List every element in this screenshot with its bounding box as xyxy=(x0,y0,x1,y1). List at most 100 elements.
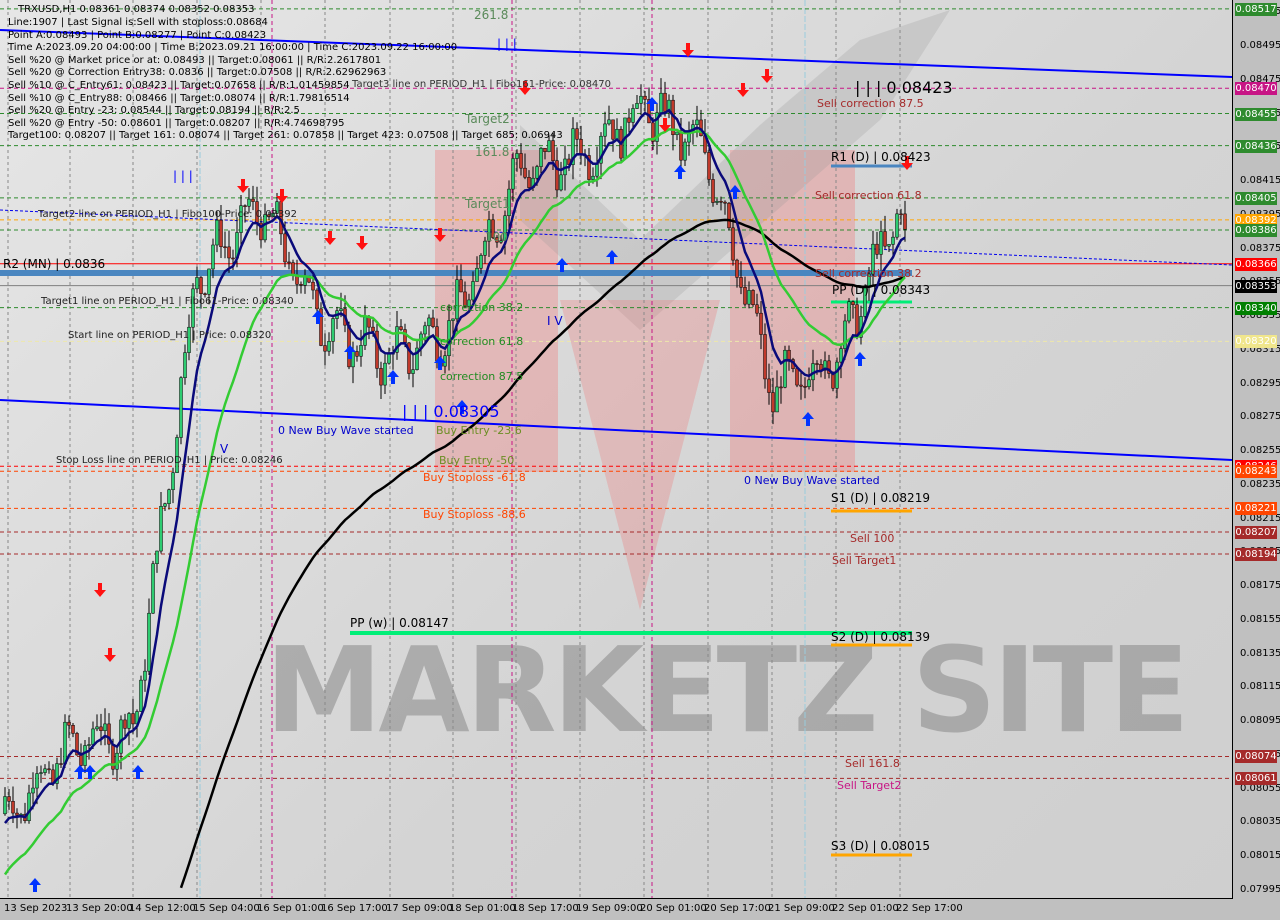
candle xyxy=(479,255,483,269)
candle xyxy=(495,237,499,243)
sell-161-label: Sell 161.8 xyxy=(845,757,900,770)
sell-arrow-icon xyxy=(434,228,446,242)
signal-info-line: Sell %20 @ Market price or at: 0.08493 |… xyxy=(8,54,382,66)
candle xyxy=(843,320,847,349)
buy-arrow-icon xyxy=(132,765,144,779)
chart-plot-area[interactable]: MARKETZ SITE TRXUSD,H1 0.08361 0.08374 0… xyxy=(0,0,1233,899)
correction-61-label: correction 61.8 xyxy=(440,335,524,348)
price-tick-label: 0.08155 xyxy=(1240,613,1280,625)
candle xyxy=(175,437,179,473)
candle xyxy=(363,316,367,346)
candle xyxy=(767,378,771,393)
price-tick-label: 0.08375 xyxy=(1240,242,1280,254)
candle xyxy=(375,330,379,369)
candle xyxy=(559,174,563,191)
candle xyxy=(143,670,147,681)
sell-target2-label: Sell Target2 xyxy=(837,779,902,792)
candle xyxy=(615,128,619,140)
candle xyxy=(215,219,219,246)
candle xyxy=(287,261,291,264)
candle xyxy=(35,773,39,789)
buy-arrow-icon xyxy=(729,185,741,199)
candle xyxy=(651,122,655,142)
candle xyxy=(611,119,615,140)
candle xyxy=(739,277,743,288)
candle xyxy=(75,733,79,756)
candle xyxy=(407,342,411,374)
price-tick-label: 0.08135 xyxy=(1240,647,1280,659)
buy-arrow-icon xyxy=(84,765,96,779)
time-tick-label: 22 Sep 01:00 xyxy=(832,903,899,914)
candle xyxy=(39,772,43,774)
time-tick-label: 21 Sep 09:00 xyxy=(768,903,835,914)
time-tick-label: 22 Sep 17:00 xyxy=(896,903,963,914)
signal-info-line: Target100: 0.08207 || Target 161: 0.0807… xyxy=(8,130,563,142)
candle xyxy=(223,246,227,249)
signal-info-line: Sell %20 @ Correction Entry38: 0.0836 ||… xyxy=(8,67,387,79)
candle xyxy=(903,213,907,230)
candle xyxy=(723,201,727,204)
candle xyxy=(431,317,435,327)
buy-arrow-icon xyxy=(674,165,686,179)
price-tick-label: 0.08175 xyxy=(1240,580,1280,591)
candle xyxy=(631,108,635,123)
candle xyxy=(191,288,195,328)
candle xyxy=(319,308,323,346)
candle xyxy=(63,721,67,765)
fib-161-label: 161.8 xyxy=(475,145,510,159)
wave-iv-label: I V xyxy=(547,314,563,328)
price-tick-label: 0.08295 xyxy=(1240,377,1280,389)
buy-arrow-icon xyxy=(312,310,324,324)
price-chart xyxy=(0,0,1232,898)
candle xyxy=(103,723,107,731)
watermark-logo: MARKETZ SITE xyxy=(265,621,1190,759)
sell-arrow-icon xyxy=(104,648,116,662)
candle xyxy=(199,277,203,294)
candle xyxy=(359,345,363,357)
candle xyxy=(871,243,875,275)
candle xyxy=(211,244,215,270)
candle xyxy=(67,721,71,726)
sell-arrow-icon xyxy=(356,236,368,250)
candle xyxy=(259,222,263,241)
candle xyxy=(15,812,19,816)
candle xyxy=(855,304,859,338)
candle xyxy=(139,679,143,712)
candle xyxy=(891,236,895,245)
candle xyxy=(403,329,407,344)
signal-info-line: Line:1907 | Last Signal is:Sell with sto… xyxy=(8,17,268,28)
sell-arrow-icon xyxy=(901,156,913,170)
candle xyxy=(27,792,31,821)
candle xyxy=(743,287,747,305)
candle xyxy=(643,95,647,100)
price-tick-label: 0.08335 xyxy=(1240,310,1280,321)
s1-label: S1 (D) | 0.08219 xyxy=(831,491,930,505)
price-tag: 0.08455 xyxy=(1235,107,1277,121)
price-tag: 0.08353 xyxy=(1235,279,1277,293)
new-buy-wave-label: 0 New Buy Wave started xyxy=(278,424,414,437)
candle xyxy=(179,377,183,438)
fast-moving-average xyxy=(4,108,906,824)
candle xyxy=(147,612,151,672)
candle xyxy=(151,563,155,614)
candle xyxy=(331,318,335,342)
target2-line-label: Target2 line on PERIOD_H1 | Fibo100-Pric… xyxy=(38,209,298,220)
candle xyxy=(131,713,135,725)
candle xyxy=(163,503,167,507)
candle xyxy=(323,345,327,352)
candle xyxy=(679,131,683,161)
candle xyxy=(411,369,415,374)
candle xyxy=(875,243,879,255)
logo-shape xyxy=(520,10,950,330)
price-tick-label: 0.08035 xyxy=(1240,816,1280,828)
time-tick-label: 17 Sep 09:00 xyxy=(386,903,453,914)
candle xyxy=(607,119,611,125)
candle xyxy=(879,231,883,255)
sell-correction-61-label: Sell correction 61.8 xyxy=(815,189,922,202)
sell-arrow-icon xyxy=(682,43,694,57)
price-tick-label: 0.08235 xyxy=(1240,478,1280,490)
candle xyxy=(59,763,63,765)
price-tag: 0.08470 xyxy=(1235,82,1277,96)
candle xyxy=(571,128,575,165)
time-tick-label: 20 Sep 17:00 xyxy=(704,903,771,914)
